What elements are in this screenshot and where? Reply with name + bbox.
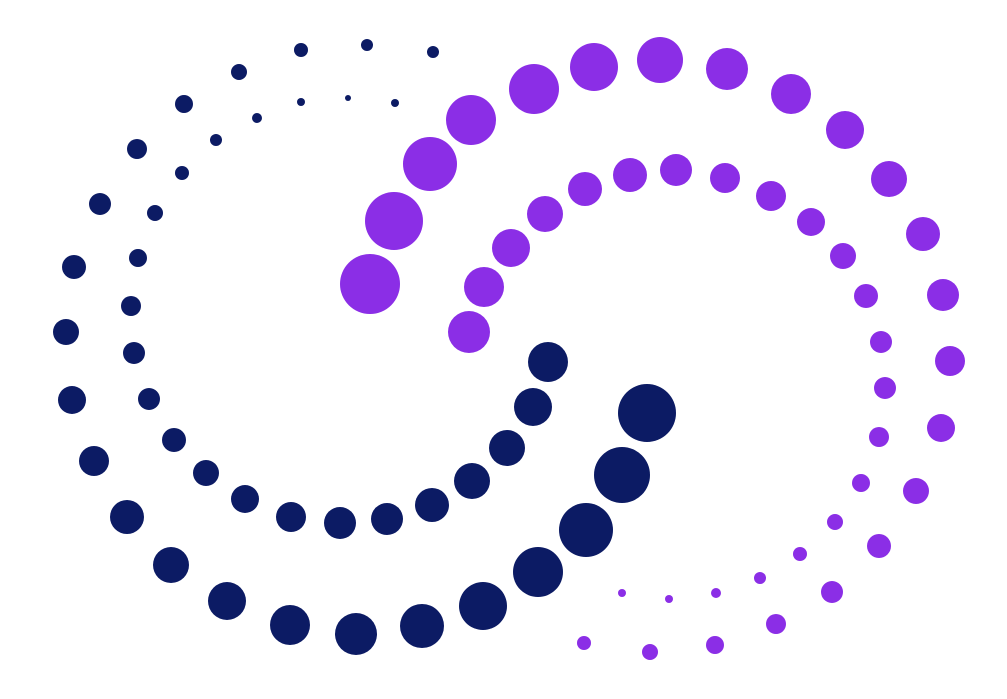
- dot: [756, 181, 786, 211]
- dot: [527, 196, 563, 232]
- dot: [58, 386, 86, 414]
- dot: [335, 613, 377, 655]
- dot: [89, 193, 111, 215]
- dot: [513, 547, 563, 597]
- dot: [210, 134, 222, 146]
- dot: [129, 249, 147, 267]
- dot: [489, 430, 525, 466]
- dot: [153, 547, 189, 583]
- dot: [827, 514, 843, 530]
- dot: [62, 255, 86, 279]
- dot: [570, 43, 618, 91]
- dot: [365, 192, 423, 250]
- dot: [252, 113, 262, 123]
- dot: [706, 636, 724, 654]
- dot: [123, 342, 145, 364]
- dot: [869, 427, 889, 447]
- dot: [454, 463, 490, 499]
- dot: [121, 296, 141, 316]
- dot: [637, 37, 683, 83]
- dot: [193, 460, 219, 486]
- dot: [175, 166, 189, 180]
- dot: [403, 137, 457, 191]
- dot: [826, 111, 864, 149]
- dot: [854, 284, 878, 308]
- dot: [935, 346, 965, 376]
- dot: [618, 384, 676, 442]
- dot: [797, 208, 825, 236]
- dot: [340, 254, 400, 314]
- dot: [276, 502, 306, 532]
- dot: [830, 243, 856, 269]
- dot: [147, 205, 163, 221]
- dot: [53, 319, 79, 345]
- dot: [618, 589, 626, 597]
- dot: [559, 503, 613, 557]
- dot: [706, 48, 748, 90]
- dot: [568, 172, 602, 206]
- dot: [138, 388, 160, 410]
- dot: [231, 64, 247, 80]
- dot: [793, 547, 807, 561]
- dot: [852, 474, 870, 492]
- dot: [208, 582, 246, 620]
- dot: [294, 43, 308, 57]
- dot: [514, 388, 552, 426]
- dot: [665, 595, 673, 603]
- navy-outer-spiral: [53, 39, 676, 655]
- dot: [642, 644, 658, 660]
- dot: [270, 605, 310, 645]
- dot: [324, 507, 356, 539]
- dot: [754, 572, 766, 584]
- dot: [361, 39, 373, 51]
- dot: [927, 414, 955, 442]
- dot: [613, 158, 647, 192]
- dot: [448, 311, 490, 353]
- dot: [927, 279, 959, 311]
- dot: [79, 446, 109, 476]
- dot: [175, 95, 193, 113]
- dot: [297, 98, 305, 106]
- dot: [660, 154, 692, 186]
- dot: [459, 582, 507, 630]
- dot: [110, 500, 144, 534]
- purple-outer-spiral: [340, 37, 965, 660]
- dot: [903, 478, 929, 504]
- dot: [371, 503, 403, 535]
- dot: [231, 485, 259, 513]
- dot: [127, 139, 147, 159]
- dot: [766, 614, 786, 634]
- dot: [492, 229, 530, 267]
- dot: [871, 161, 907, 197]
- dot: [464, 267, 504, 307]
- purple-inner-spiral: [448, 154, 896, 603]
- dot: [446, 95, 496, 145]
- dot: [391, 99, 399, 107]
- dot: [509, 64, 559, 114]
- dot: [874, 377, 896, 399]
- navy-inner-spiral: [121, 95, 568, 539]
- dot: [710, 163, 740, 193]
- dot: [870, 331, 892, 353]
- dot: [594, 447, 650, 503]
- dot: [427, 46, 439, 58]
- dot: [771, 74, 811, 114]
- dot: [415, 488, 449, 522]
- dot: [711, 588, 721, 598]
- dot: [162, 428, 186, 452]
- dot: [577, 636, 591, 650]
- dot: [345, 95, 351, 101]
- dot: [528, 342, 568, 382]
- dot: [400, 604, 444, 648]
- dot: [906, 217, 940, 251]
- dot: [821, 581, 843, 603]
- dot: [867, 534, 891, 558]
